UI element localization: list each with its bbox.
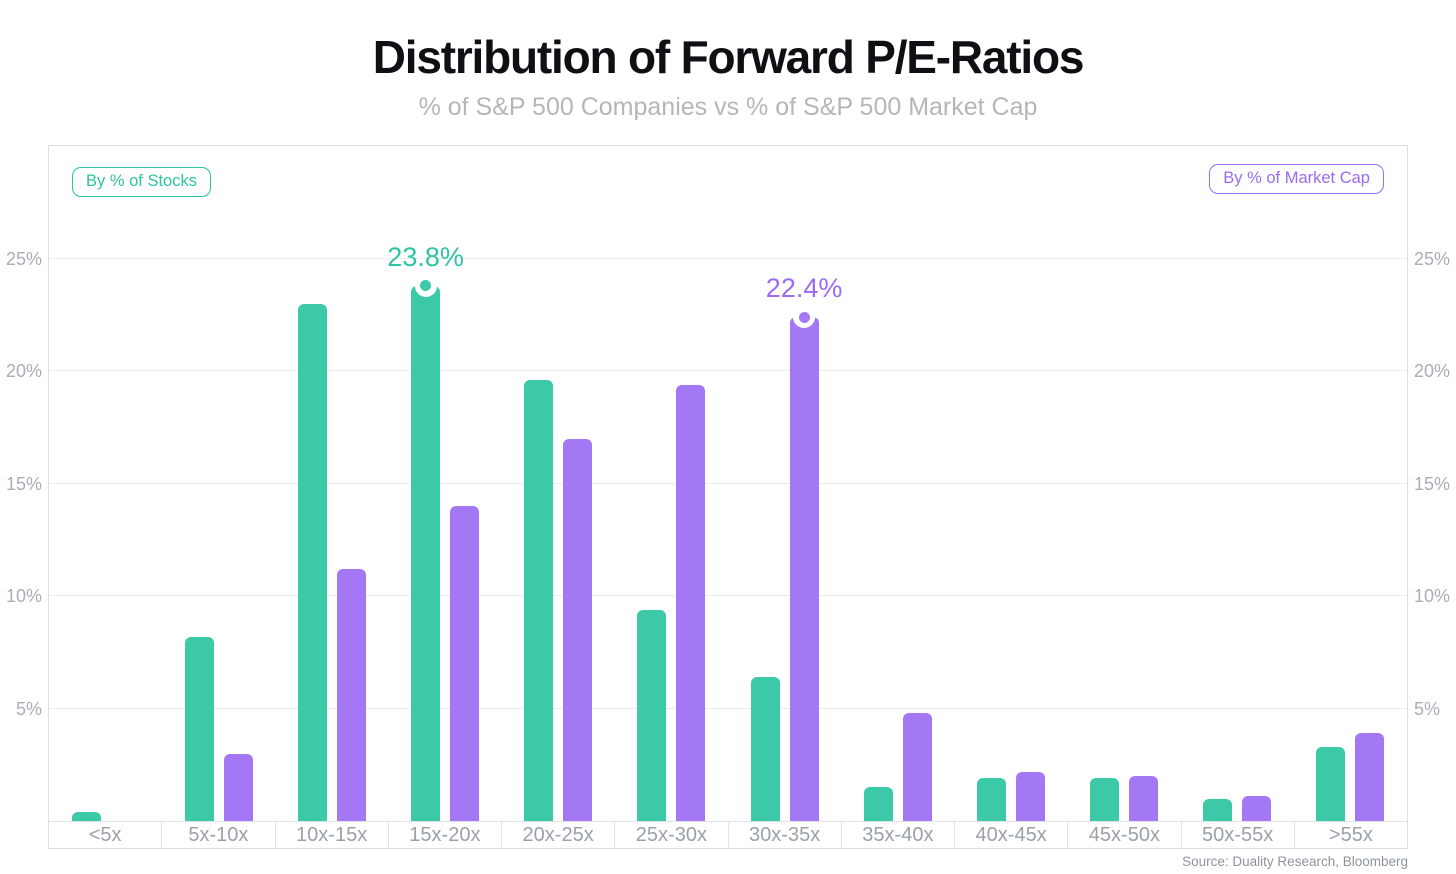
annotation-label-15x-20x: 23.8% (387, 241, 464, 272)
gridline-20% (49, 370, 1407, 371)
legend-badge-market-cap[interactable]: By % of Market Cap (1209, 164, 1384, 194)
bar-market_cap-20x-25x[interactable] (563, 438, 593, 821)
bar-stocks->55x[interactable] (1316, 746, 1346, 821)
y-axis-label-20%: 20% (5, 361, 42, 381)
x-axis-label-25x-30x: 25x-30x (615, 822, 729, 848)
x-axis-label-15x-20x: 15x-20x (389, 822, 502, 848)
bar-market_cap-40x-45x[interactable] (1015, 771, 1045, 821)
source-note: Source: Duality Research, Bloomberg (1182, 854, 1408, 869)
bar-market_cap-30x-35x[interactable] (789, 317, 819, 821)
bar-market_cap-35x-40x[interactable] (902, 713, 932, 821)
gridline-10% (49, 595, 1407, 596)
x-axis-label-10x-15x: 10x-15x (276, 822, 389, 848)
x-axis-label-20x-25x: 20x-25x (502, 822, 616, 848)
chart-card: By % of Stocks By % of Market Cap 23.8% 2… (48, 145, 1408, 849)
y-axis-label-10%: 10% (1414, 586, 1451, 606)
y-axis-right: 5% 10% 15% 20% 25% (1414, 146, 1456, 821)
gridline-5% (49, 707, 1407, 709)
y-axis-label-25%: 25% (1414, 248, 1451, 269)
legend-badge-stocks[interactable]: By % of Stocks (72, 167, 211, 197)
bar-stocks-5x-10x[interactable] (184, 636, 214, 821)
x-axis-label-5x-10x: 5x-10x (162, 822, 276, 848)
bar-stocks-40x-45x[interactable] (976, 778, 1006, 821)
annotation-marker-dot (420, 280, 432, 291)
bar-stocks-<5x[interactable] (71, 812, 101, 821)
annotation-label-30x-35x: 22.4% (765, 273, 843, 303)
x-axis-label-<5x: <5x (49, 822, 163, 848)
bar-stocks-45x-50x[interactable] (1090, 778, 1120, 821)
bar-stocks-20x-25x[interactable] (524, 380, 554, 821)
bar-market_cap->55x[interactable] (1355, 733, 1385, 821)
plot-area: 23.8% 22.4% (49, 146, 1407, 821)
bar-market_cap-15x-20x[interactable] (450, 506, 480, 821)
y-axis-label-15%: 15% (5, 473, 42, 494)
gridline-15% (49, 482, 1407, 484)
bar-stocks-10x-15x[interactable] (297, 303, 327, 821)
annotation-marker-15x-20x (414, 274, 437, 297)
y-axis-label-15%: 15% (1414, 473, 1451, 494)
x-axis-label-40x-45x: 40x-45x (955, 822, 1069, 848)
y-axis-label-5%: 5% (1414, 698, 1441, 719)
bar-stocks-30x-35x[interactable] (750, 677, 780, 821)
y-axis-left: 5% 10% 15% 20% 25% (0, 146, 42, 821)
y-axis-label-20%: 20% (1414, 361, 1451, 381)
x-axis-label-50x-55x: 50x-55x (1182, 822, 1295, 848)
chart-title: Distribution of Forward P/E-Ratios (372, 31, 1085, 83)
gridline-25% (49, 257, 1407, 259)
bar-stocks-25x-30x[interactable] (637, 609, 667, 821)
bar-market_cap-10x-15x[interactable] (336, 569, 366, 821)
y-axis-label-5%: 5% (15, 698, 42, 719)
x-axis-label->55x: >55x (1328, 823, 1373, 846)
x-axis: <5x 5x-10x 10x-15x 15x-20x 20x-25x 25x-30x 30x… (49, 821, 1407, 848)
x-axis-label-30x-35x: 30x-35x (729, 822, 842, 848)
bar-market_cap-5x-10x[interactable] (223, 753, 253, 821)
x-axis-label-45x-50x: 45x-50x (1068, 822, 1182, 848)
chart-subtitle: % of S&P 500 Companies vs % of S&P 500 M… (418, 93, 1038, 121)
y-axis-label-25%: 25% (5, 248, 42, 269)
bar-market_cap-50x-55x[interactable] (1242, 796, 1272, 821)
annotation-marker-30x-35x (793, 306, 816, 328)
bar-market_cap-25x-30x[interactable] (676, 384, 706, 821)
bar-stocks-35x-40x[interactable] (863, 787, 893, 821)
annotation-marker-dot (798, 311, 810, 323)
bar-stocks-50x-55x[interactable] (1203, 798, 1233, 821)
bar-stocks-15x-20x[interactable] (411, 285, 441, 821)
bar-market_cap-45x-50x[interactable] (1129, 776, 1159, 821)
y-axis-label-10%: 10% (5, 586, 42, 606)
x-axis-label-35x-40x: 35x-40x (842, 822, 955, 848)
